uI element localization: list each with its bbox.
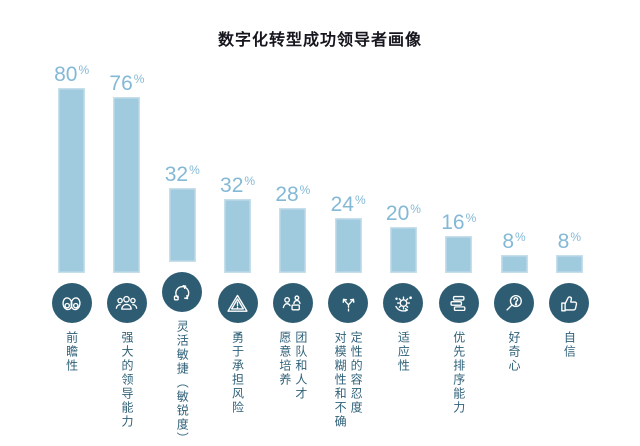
icon-circle	[549, 283, 590, 323]
risk-warning-icon	[227, 294, 248, 312]
value-number: 28	[275, 183, 299, 207]
bar	[279, 208, 307, 273]
value-number: 8	[557, 229, 570, 253]
bar	[168, 188, 196, 262]
percent-sign: %	[244, 174, 256, 189]
category-label: 自信	[562, 331, 577, 359]
bar	[58, 88, 86, 273]
category-label: 优先排序能力	[451, 331, 466, 415]
prioritization-icon	[450, 295, 466, 311]
value-number: 32	[220, 174, 244, 198]
icon-circle	[438, 283, 479, 323]
chart-column: 80% 前瞻性	[44, 0, 99, 446]
bar	[555, 254, 583, 273]
value-number: 24	[330, 192, 354, 216]
icon-circle	[51, 283, 92, 323]
leadership-team-icon	[116, 295, 138, 310]
icon-circle	[217, 283, 258, 323]
value-number: 8	[502, 229, 515, 253]
chart-title: 数字化转型成功领导者画像	[217, 32, 422, 49]
percent-sign: %	[189, 163, 200, 178]
icon-circle	[106, 283, 147, 323]
icon-circle	[162, 272, 203, 312]
value-label: 32%	[165, 164, 200, 185]
chart-column: 24% 对模糊性和不确 定性的容忍度	[320, 0, 375, 446]
category-label: 勇于承担风险	[230, 331, 245, 415]
value-label: 80%	[54, 64, 89, 85]
icon-circle	[383, 283, 424, 323]
category-label: 适应性	[396, 331, 411, 373]
percent-sign: %	[410, 201, 421, 216]
percent-sign: %	[78, 63, 90, 78]
value-label: 32%	[220, 175, 255, 196]
percent-sign: %	[515, 229, 526, 244]
category-label: 强大的领导能力	[119, 331, 134, 429]
value-number: 80	[54, 63, 78, 87]
bar	[500, 254, 528, 273]
chart-column: 32% 勇于承担风险	[210, 0, 265, 446]
category-label: 前瞻性	[64, 331, 79, 373]
value-label: 28%	[275, 184, 310, 205]
branching-arrows-icon	[342, 298, 355, 312]
category-label: 对模糊性和不确 定性的容忍度	[333, 331, 364, 429]
bar	[224, 199, 252, 273]
value-label: 76%	[109, 73, 144, 94]
bar	[445, 236, 473, 273]
chart-column: 32% 灵活敏捷（敏锐度）	[155, 0, 210, 446]
value-label: 16%	[441, 212, 476, 233]
value-number: 16	[441, 211, 465, 235]
value-label: 20%	[386, 203, 421, 224]
value-label: 8%	[502, 231, 525, 252]
thumbs-up-icon	[560, 295, 577, 311]
agile-cycle-icon	[173, 284, 190, 300]
bar	[334, 217, 362, 273]
icon-circle	[272, 283, 313, 323]
adaptability-gear-icon	[395, 295, 412, 312]
percent-sign: %	[465, 211, 477, 226]
chart-column: 8% 好奇心	[486, 0, 541, 446]
percent-sign: %	[570, 229, 581, 244]
value-label: 24%	[331, 194, 366, 215]
percent-sign: %	[299, 183, 311, 198]
value-number: 76	[109, 72, 133, 96]
bar-chart: 80% 前瞻性 76%	[44, 0, 597, 446]
value-number: 32	[164, 163, 189, 187]
bar	[389, 226, 417, 273]
binoculars-icon	[62, 296, 81, 310]
icon-circle	[328, 283, 369, 323]
value-number: 20	[385, 201, 410, 225]
category-label: 好奇心	[507, 331, 522, 373]
percent-sign: %	[354, 192, 366, 207]
talent-development-icon	[283, 294, 301, 310]
category-label: 灵活敏捷（敏锐度）	[175, 320, 190, 446]
chart-column: 16% 优先排序能力	[431, 0, 486, 446]
bar	[113, 97, 141, 273]
value-label: 8%	[558, 231, 581, 252]
percent-sign: %	[133, 72, 145, 87]
category-label: 愿意培养 团队和人才	[277, 331, 308, 401]
chart-column: 8% 自信	[542, 0, 597, 446]
chart-column: 28% 愿意培养 团队和人才	[265, 0, 320, 446]
chart-column: 76% 强大的领导能力	[99, 0, 154, 446]
chart-column: 20% 适应性	[376, 0, 431, 446]
curiosity-magnifier-icon	[505, 294, 522, 311]
icon-circle	[494, 283, 535, 323]
